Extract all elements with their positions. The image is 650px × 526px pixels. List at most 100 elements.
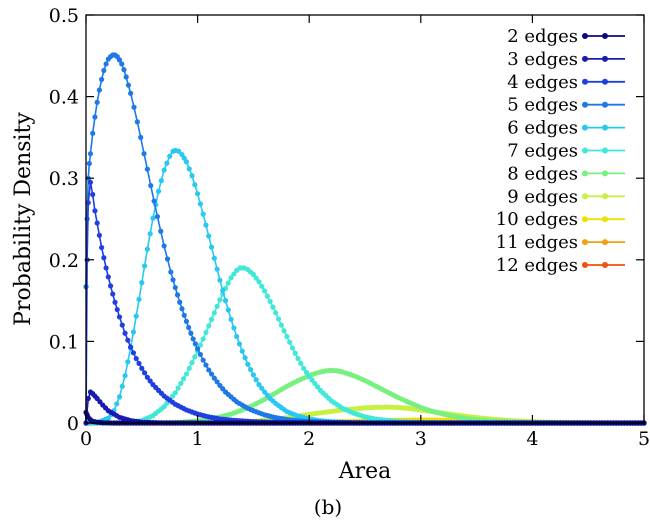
data-point [200,211,206,217]
data-point [270,304,276,310]
data-point [178,380,184,387]
data-point [133,355,139,362]
legend-label: 3 edges [507,49,578,70]
data-point [123,74,129,80]
data-point [174,292,181,298]
data-point [206,367,212,373]
data-point [119,61,125,67]
data-point [256,382,262,388]
data-point [136,296,142,302]
legend-swatch-marker [582,101,588,108]
data-point [107,283,114,289]
data-point [125,82,132,88]
data-point [130,350,137,356]
data-point [141,370,148,376]
data-point [203,222,209,228]
y-tick-label: 0.1 [49,331,79,353]
data-point [99,244,105,251]
legend-swatch-marker [582,147,588,154]
legend-swatch-marker [602,170,608,177]
data-point [228,275,234,281]
data-point [161,404,167,410]
data-point [94,220,100,226]
data-point [236,341,243,347]
data-point [136,360,142,367]
data-point [92,208,98,214]
data-point [155,188,162,194]
legend-swatch-marker [582,239,588,246]
data-point [122,373,128,379]
legend-swatch-marker [602,124,608,131]
data-point [292,350,298,356]
data-point [116,57,123,63]
data-point [214,266,220,272]
legend-swatch-marker [582,33,588,39]
data-point [121,67,127,73]
legend-label: 9 edges [507,186,578,207]
data-point [85,200,91,206]
data-point [144,166,150,172]
legend-swatch-marker [602,239,608,246]
data-point [250,271,256,278]
data-point [256,279,262,285]
legend-label: 10 edges [496,209,578,230]
data-point [161,243,167,249]
data-point [281,328,287,334]
data-point [139,280,145,286]
plot-frame [85,14,645,424]
data-point [208,316,215,322]
data-point [186,365,192,371]
legend-swatch-marker [582,124,588,131]
data-point [314,384,321,390]
data-point [103,61,109,67]
data-point [122,330,128,336]
data-point [86,160,92,167]
data-point [234,333,240,340]
x-tick-label: 4 [526,428,538,450]
legend-label: 12 edges [496,255,578,276]
data-point [203,362,209,368]
data-point [245,361,251,367]
legend-swatch-marker [602,262,608,268]
data-point [114,401,120,407]
data-point [172,284,178,291]
data-point [112,299,118,305]
data-point [116,394,123,400]
data-point [158,178,164,184]
data-point [188,330,194,336]
data-point [195,346,201,352]
data-point [147,378,153,384]
legend-swatch-marker [602,193,608,200]
data-point [181,312,187,318]
data-point [206,233,212,239]
data-point [139,365,145,371]
data-point [259,283,265,289]
data-point [195,191,201,197]
data-point [119,322,125,328]
data-point [295,355,301,362]
data-point [192,182,198,188]
legend-swatch-marker [582,216,588,223]
data-point [119,383,125,389]
data-point [287,339,293,345]
data-point [90,130,96,136]
data-point [168,269,174,275]
data-point [128,90,134,96]
x-tick-label: 0 [80,428,92,450]
data-point [220,287,226,293]
data-point [242,355,248,361]
data-point [259,385,265,391]
data-point [231,271,237,277]
data-point [110,291,116,297]
x-tick-label: 1 [192,428,204,450]
y-axis-title: Probability Density [11,112,36,326]
legend-label: 2 edges [507,26,578,47]
data-point [96,232,102,238]
y-tick-label: 0.4 [49,87,79,109]
data-point [208,371,215,377]
data-point [239,348,245,354]
data-point [189,360,195,366]
legend-label: 7 edges [507,141,578,162]
data-point [192,341,198,347]
